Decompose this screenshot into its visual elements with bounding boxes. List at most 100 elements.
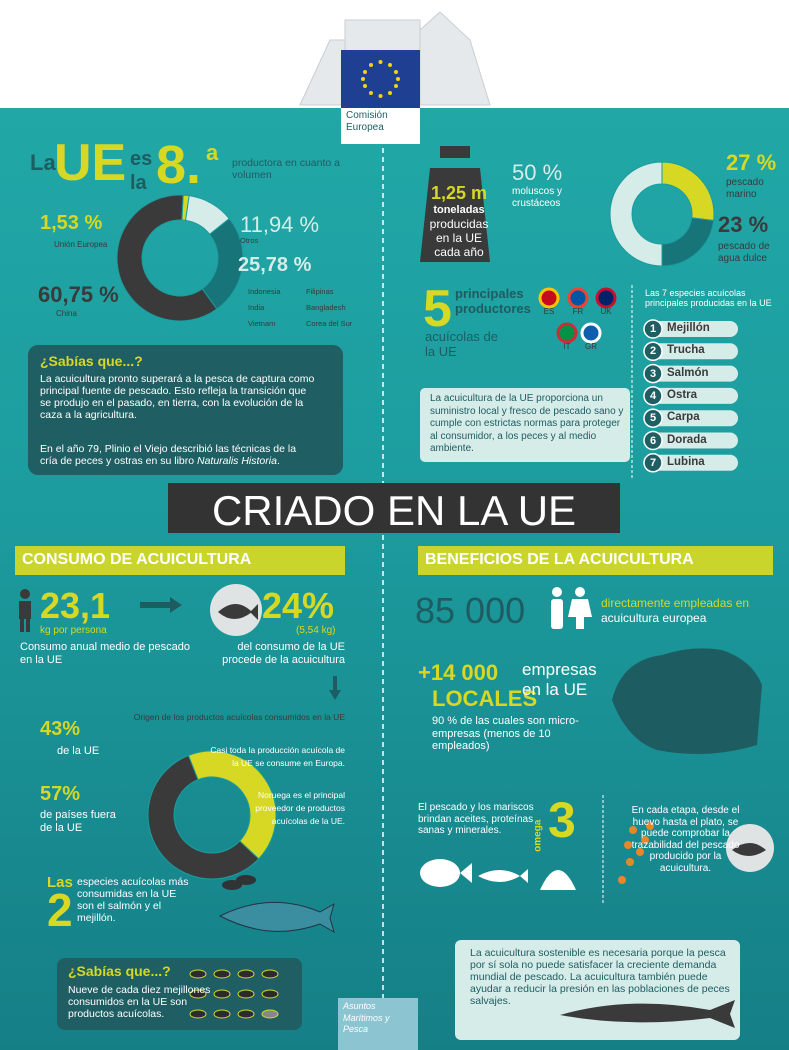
eggs	[618, 822, 654, 884]
producers-slices-label: 60,75 %	[38, 282, 119, 307]
header-logo: Comisión Europea	[346, 110, 388, 133]
production-amount: 1,25 m	[430, 183, 488, 203]
sturgeon-icon	[560, 1000, 735, 1028]
country-flag	[538, 287, 560, 309]
donut-slice	[147, 754, 260, 880]
species-items-name: Trucha	[667, 344, 705, 357]
seafood-icons	[420, 859, 576, 890]
species-pill	[646, 387, 738, 404]
did-you-know-1-p2-end: .	[276, 455, 280, 468]
production-slices-label: 27 %	[726, 150, 777, 175]
species-badge	[643, 430, 663, 451]
top-producers-countries: UK	[600, 307, 612, 316]
species-items-rank: 7	[649, 456, 657, 469]
production-slices-label: 23 %	[718, 212, 769, 237]
benefits-companies-text: empresas en la UE	[522, 660, 597, 699]
species-pill	[646, 321, 738, 337]
consumption-share-text: del consumo de la UE procede de la acuic…	[222, 641, 345, 666]
benefits-companies-note: 90 % de las cuales son micro-empresas (m…	[432, 715, 579, 753]
person-icon	[19, 589, 31, 632]
benefits-jobs-text2: acuicultura europea	[601, 611, 707, 625]
quality-note: La acuicultura de la UE proporciona un s…	[430, 393, 624, 454]
consumption-origin-slices-name: de la UE	[57, 745, 100, 757]
arrow	[140, 597, 182, 613]
species-badge	[643, 386, 663, 406]
species-items-rank: 4	[649, 389, 657, 402]
did-you-know-title: ¿Sabías que...?	[40, 353, 143, 369]
species-items-name: Mejillón	[667, 322, 710, 334]
logo-box	[341, 108, 420, 144]
consumption-per-capita-unit: kg por persona	[40, 625, 107, 636]
producers-slices-countries: Filipinas	[306, 287, 334, 296]
species-pill	[646, 343, 738, 360]
benefits-companies-local: LOCALES	[432, 686, 538, 711]
top-producers-countries: GR	[585, 342, 597, 351]
producers-slices-label: 11,94 %	[240, 212, 320, 237]
species-items-rank: 6	[649, 434, 657, 447]
species-title: Las 7 especies acuícolas principales pro…	[645, 288, 772, 309]
production-slices-name: pescado de agua dulce	[718, 241, 770, 264]
top-producers-countries: FR	[572, 307, 584, 316]
ranking-la1: La	[30, 150, 56, 175]
production-slices-name: pescado marino	[726, 177, 764, 200]
species-items-rank: 2	[649, 345, 657, 358]
consumption-title: CONSUMO DE ACUICULTURA	[22, 551, 252, 568]
fish-on-plate	[732, 843, 766, 856]
species-pill	[646, 432, 738, 449]
benefits-jobs-text1: directamente empleadas en	[601, 596, 750, 610]
species-badge	[643, 453, 663, 473]
species-badge	[643, 319, 663, 339]
did-you-know-p1: La acuicultura pronto superará a la pesc…	[40, 373, 315, 422]
benefits-title: BENEFICIOS DE LA ACUICULTURA	[425, 551, 694, 568]
producers-slices-name: China	[56, 309, 77, 318]
species-pill	[646, 410, 738, 427]
ranking-rank-suffix: a	[206, 140, 219, 165]
donut-slice	[187, 750, 277, 860]
fish-on-plate	[218, 604, 258, 620]
mussel-icons	[222, 875, 256, 890]
consumption-share-kg: (5,54 kg)	[296, 625, 336, 636]
species-badge	[643, 408, 663, 428]
donut-slice	[661, 161, 715, 222]
footer: Asuntos Marítimos y Pesca	[343, 1001, 390, 1035]
producers-slices-label: 25,78 %	[238, 254, 312, 276]
species-items-name: Carpa	[667, 411, 700, 424]
consumption-origin-slices-name: de países fuera de la UE	[40, 809, 116, 834]
country-flag	[567, 287, 589, 309]
did-you-know-text: Nueve de cada diez mejillones consumidos…	[68, 984, 211, 1021]
ranking-text: productora en cuanto a volumen	[232, 157, 340, 182]
consumption-share: 24%	[262, 585, 335, 626]
benefits-traceability: En cada etapa, desde el huevo hasta el p…	[631, 805, 740, 874]
species-items-name: Ostra	[667, 388, 698, 401]
benefits-sustainability: La acuicultura sostenible es necesaria p…	[470, 947, 730, 1008]
section-band	[418, 546, 773, 575]
production-slices-name: moluscos y crustáceos	[512, 186, 563, 209]
production-slices-label: 50 %	[512, 160, 563, 185]
consumption-top-species-number: 2	[47, 884, 73, 936]
producers-slices-name: Unión Europea	[54, 240, 108, 249]
donut-slice	[609, 161, 663, 267]
species-items-name: Salmón	[667, 366, 709, 379]
consumption-top-species-text: especies acuícolas más consumidas en la …	[77, 876, 189, 925]
weight-icon	[420, 146, 490, 262]
salmon-icon	[218, 901, 335, 934]
consumption-origin-note1: Casi toda la producción acuícola de la U…	[210, 745, 345, 768]
ranking-ue: UE	[54, 134, 127, 192]
consumption-origin-slices-label: 43%	[40, 718, 81, 740]
arrow	[329, 676, 341, 700]
eu-flag	[341, 50, 420, 108]
producers-slices-countries: Bangladesh	[306, 303, 346, 312]
banner-box	[168, 483, 620, 533]
country-flag	[595, 287, 617, 309]
consumption-top-species-las: Las	[47, 874, 73, 891]
top-producers-subtitle: acuícolas de la UE	[425, 329, 498, 359]
top-producers-title: principales productores	[455, 286, 531, 316]
species-badge	[643, 363, 663, 384]
did-you-know-1-p2-block: En el año 79, Plinio el Viejo describió …	[40, 443, 302, 467]
species-pill	[646, 365, 738, 382]
did-you-know-1-box	[28, 345, 343, 475]
production-text: producidas en la UE cada año	[429, 217, 489, 259]
top-producers-countries: ES	[543, 307, 555, 316]
